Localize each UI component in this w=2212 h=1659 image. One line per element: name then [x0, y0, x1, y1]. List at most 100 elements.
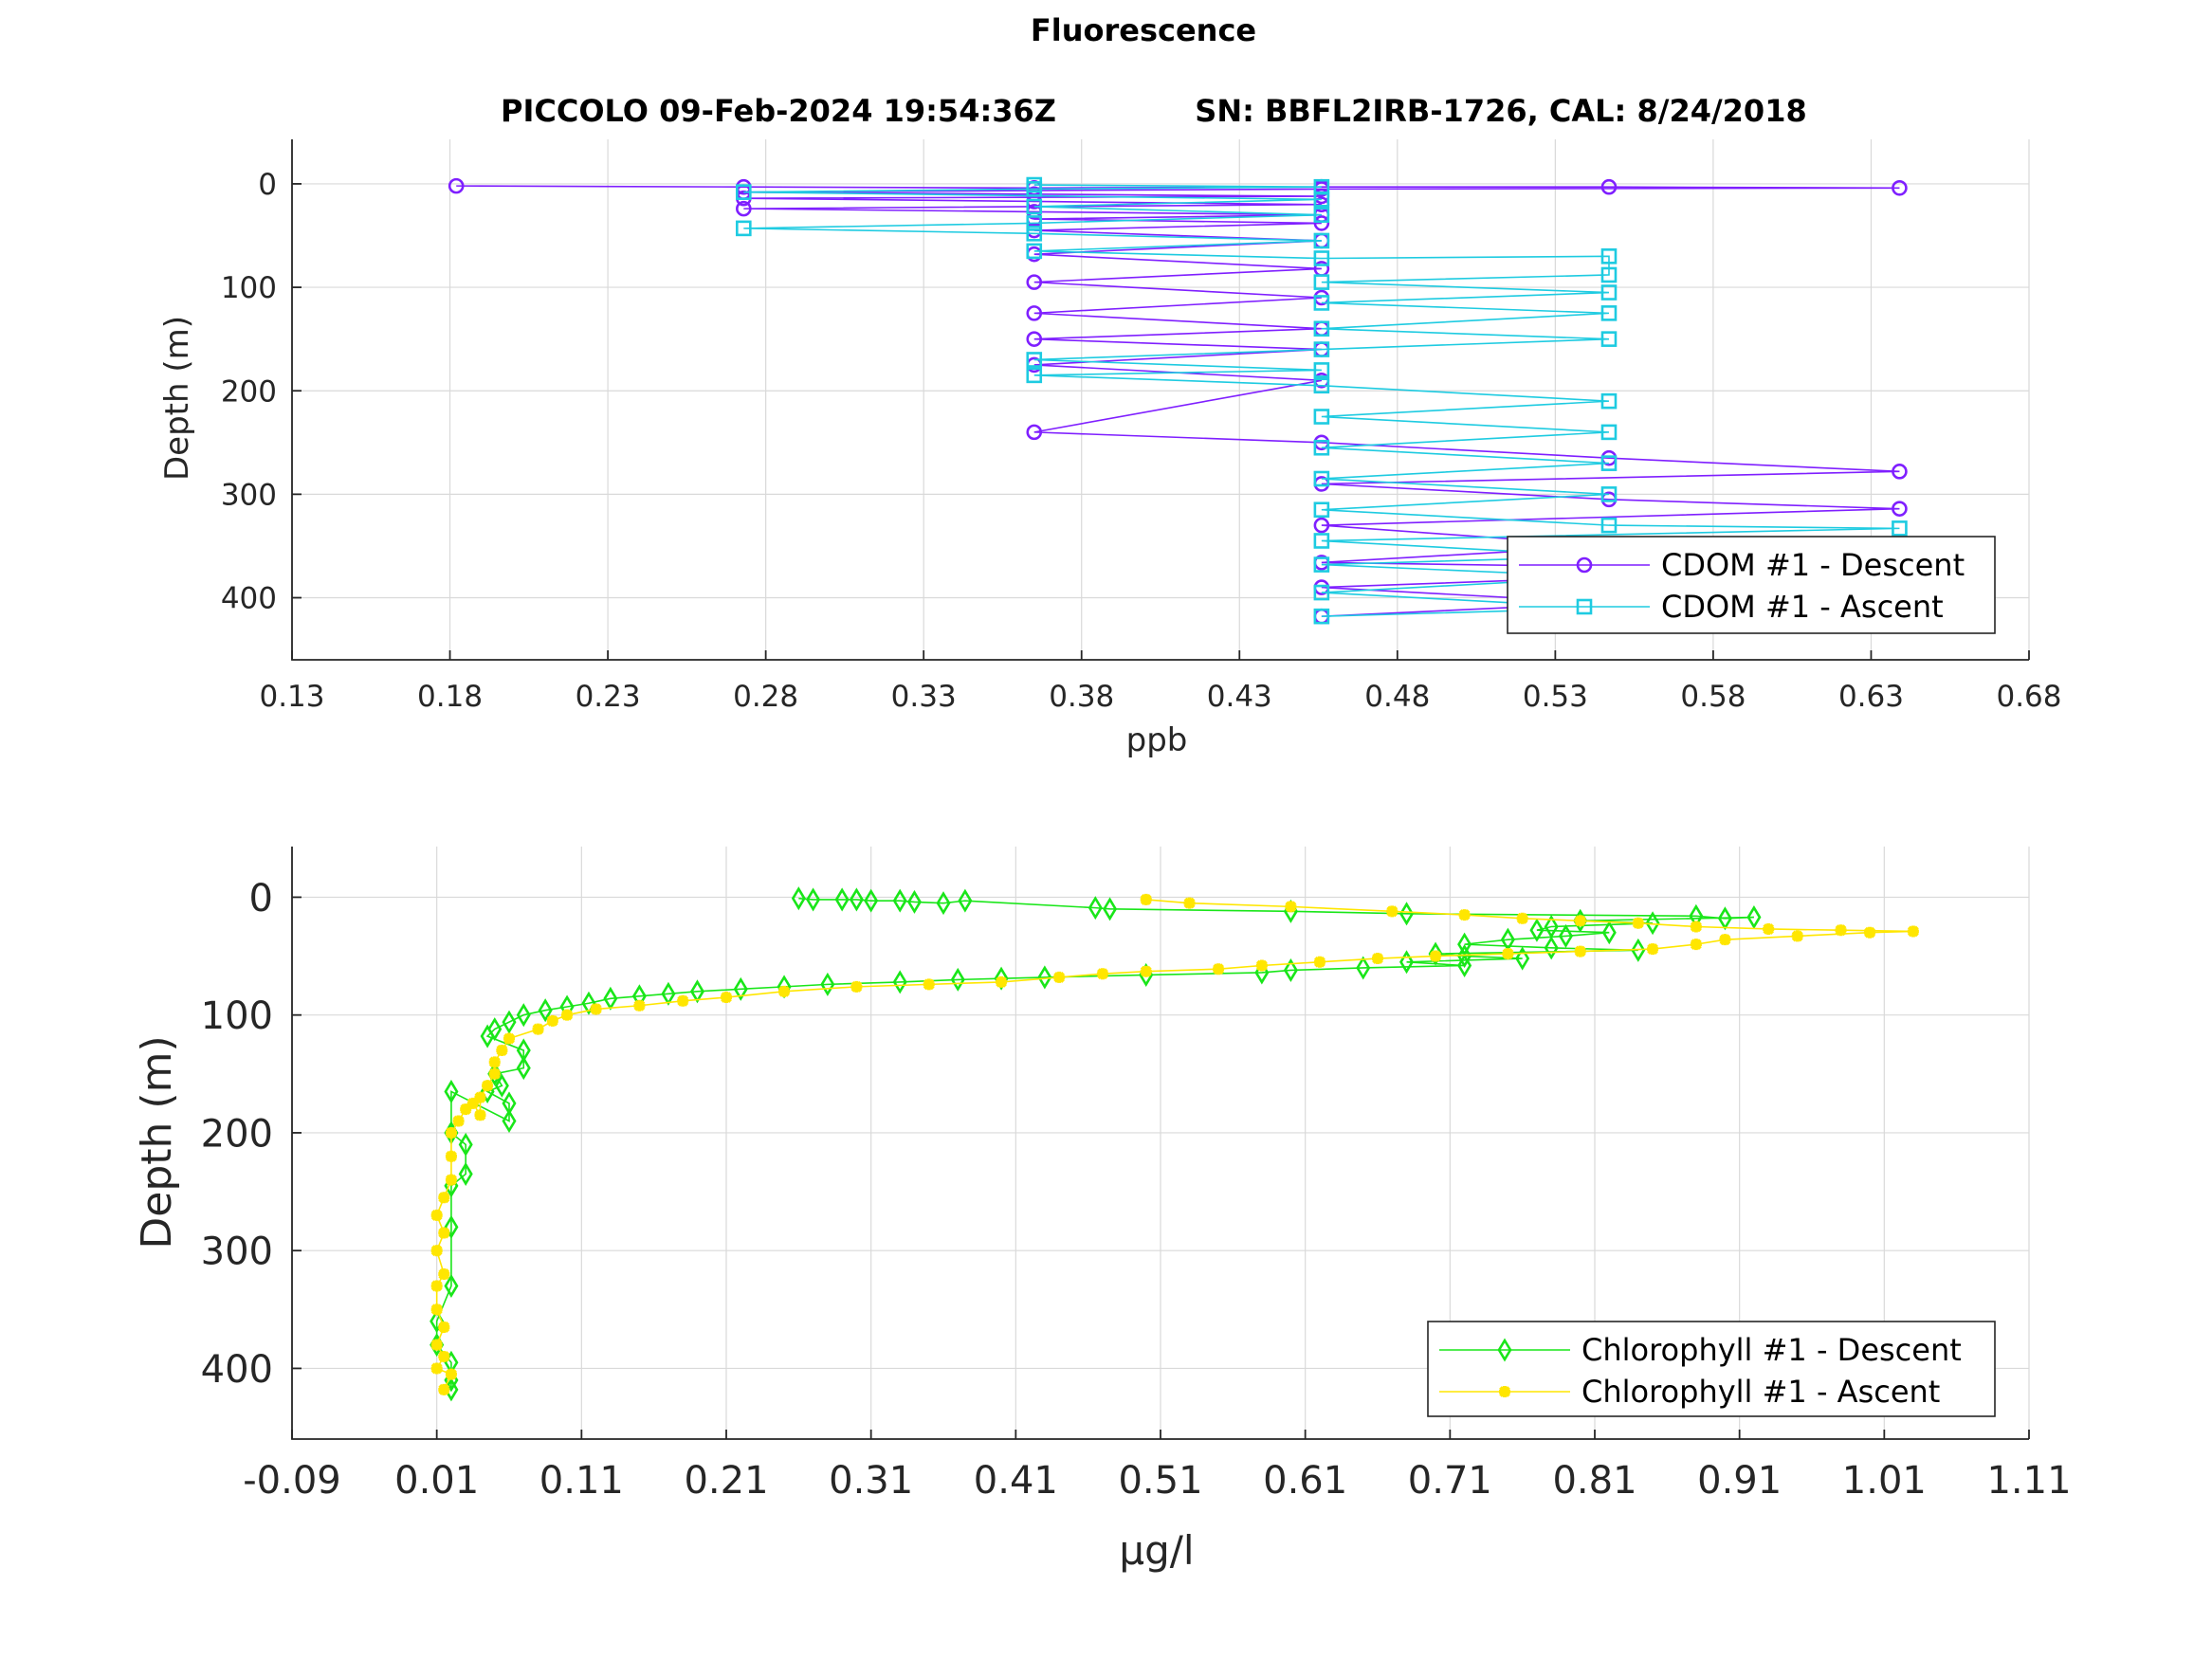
- chlorophyll-series-1-point: [438, 1227, 450, 1239]
- chlorophyll-series-0-point: [958, 888, 973, 913]
- cdom-series-0-point: [448, 177, 465, 194]
- chlorophyll-series-1-point: [460, 1103, 472, 1116]
- chlorophyll-series-1-point: [1690, 939, 1702, 951]
- cdom-series-1-point: [1313, 362, 1330, 378]
- cdom-series-0-point: [1892, 501, 1908, 517]
- chlorophyll-series-1-point: [438, 1351, 450, 1363]
- cdom-x-tick-label: 0.18: [417, 680, 483, 714]
- chlorophyll-series-1-point: [1719, 934, 1731, 946]
- chlorophyll-series-0-point: [892, 970, 907, 994]
- cdom-y-tick-label: 400: [221, 582, 277, 616]
- chlorophyll-series-1-point: [1690, 921, 1702, 933]
- cdom-series-1-point: [1313, 608, 1330, 625]
- chlorophyll-y-tick-label: 0: [249, 877, 273, 921]
- chlorophyll-series-1-point: [430, 1339, 443, 1351]
- chlorophyll-series-1-point: [1372, 953, 1383, 965]
- chlorophyll-series-1-point: [445, 1368, 457, 1380]
- chlorophyll-axes: [291, 847, 2029, 1440]
- chlorophyll-series-0-point: [791, 886, 806, 911]
- chlorophyll-series-0-point: [849, 887, 864, 912]
- chlorophyll-series-0-point: [444, 1079, 459, 1103]
- cdom-series-1-point: [1313, 439, 1330, 456]
- chlorophyll-series-1-point: [452, 1115, 465, 1127]
- chlorophyll-series-0-point: [1356, 956, 1371, 980]
- chlorophyll-series-1-point: [1516, 912, 1528, 924]
- cdom-panel: ppb Depth (m) 0.13 0.18 0.23 0.28 0.33 0.38 0.…: [158, 139, 2062, 759]
- chlorophyll-x-tick-label: 0.31: [829, 1459, 913, 1503]
- chlorophyll-series-1-point: [1864, 926, 1876, 939]
- cdom-x-tick-label: 0.58: [1680, 680, 1746, 714]
- chlorophyll-series-1-point: [996, 975, 1008, 988]
- cdom-series-1-point: [1600, 392, 1618, 410]
- cdom-series-1-point: [1313, 470, 1330, 487]
- cdom-x-tick-label: 0.13: [259, 680, 324, 714]
- chlorophyll-series-1-point: [488, 1056, 501, 1068]
- chlorophyll-series-1-point: [466, 1097, 479, 1109]
- cdom-y-tick-label: 200: [221, 374, 277, 409]
- chlorophyll-x-tick-label: 1.11: [1986, 1459, 2071, 1503]
- chlorophyll-series-1-point: [778, 985, 791, 997]
- chlorophyll-series-0-point: [1631, 938, 1646, 962]
- cdom-series-1-point: [1600, 284, 1618, 301]
- cdom-series-1-point: [1026, 243, 1043, 260]
- cdom-series-1-point: [1026, 367, 1043, 384]
- chlorophyll-series-0-point: [1558, 923, 1573, 948]
- chlorophyll-y-tick-label: 400: [201, 1348, 273, 1392]
- cdom-series-0-point: [1026, 331, 1043, 347]
- cdom-x-tick-label: 0.38: [1049, 680, 1114, 714]
- cdom-legend-box: [1507, 536, 1996, 634]
- chlorophyll-legend-label-1: Chlorophyll #1 - Ascent: [1581, 1374, 1940, 1410]
- chlorophyll-series-1-point: [1313, 956, 1325, 968]
- cdom-x-tick-label: 0.28: [733, 680, 798, 714]
- chlorophyll-legend-label-0: Chlorophyll #1 - Descent: [1581, 1332, 1962, 1368]
- cdom-series-1-point: [1026, 215, 1043, 231]
- chlorophyll-series-1-point: [1647, 943, 1659, 956]
- chlorophyll-x-tick-label: -0.09: [243, 1459, 341, 1503]
- chlorophyll-series-1-point: [445, 1150, 457, 1162]
- chlorophyll-x-tick-label: 0.71: [1408, 1459, 1492, 1503]
- figure-subtitle-left: PICCOLO 09-Feb-2024 19:54:36Z: [501, 93, 1056, 129]
- cdom-y-tick-label: 0: [258, 168, 277, 202]
- chlorophyll-series-1-point: [1140, 965, 1152, 977]
- chlorophyll-series-1-point: [488, 1067, 501, 1080]
- chlorophyll-y-axis-label: Depth (m): [133, 1035, 181, 1249]
- chlorophyll-series-1-point: [1285, 901, 1297, 913]
- cdom-series-1-point: [1313, 207, 1330, 223]
- chlorophyll-series-1-point: [677, 994, 689, 1007]
- chlorophyll-y-tick-label: 300: [201, 1231, 273, 1274]
- chlorophyll-series-1-point: [1791, 930, 1803, 942]
- cdom-series-0-point: [1600, 178, 1618, 195]
- cdom-axes: [291, 139, 2029, 661]
- chlorophyll-series-0-point: [581, 991, 596, 1015]
- chlorophyll-series-1-point: [496, 1044, 508, 1056]
- chlorophyll-series-0-point: [864, 888, 879, 913]
- chlorophyll-series-0-point: [502, 1010, 517, 1034]
- chlorophyll-x-tick-label: 0.81: [1552, 1459, 1636, 1503]
- cdom-series-1-point: [1313, 250, 1330, 266]
- cdom-series-1-point: [736, 220, 752, 237]
- chlorophyll-series-0-point: [502, 1108, 517, 1134]
- chlorophyll-series-1-point: [438, 1192, 450, 1204]
- chlorophyll-series-1-point: [1255, 959, 1268, 972]
- chlorophyll-series-0-point: [1037, 965, 1052, 990]
- cdom-series-0-point: [1892, 179, 1908, 196]
- cdom-series-1-point: [1600, 517, 1618, 534]
- chlorophyll-series-1-point: [430, 1280, 443, 1292]
- cdom-x-axis-label: ppb: [1126, 721, 1188, 759]
- chlorophyll-series-0-point: [516, 1056, 531, 1081]
- chlorophyll-series-1-point: [503, 1032, 515, 1045]
- cdom-series-1-point: [1026, 198, 1043, 215]
- chlorophyll-series-1-point: [1183, 897, 1196, 909]
- chlorophyll-x-tick-label: 0.51: [1118, 1459, 1202, 1503]
- chlorophyll-series-1-point: [1502, 948, 1514, 960]
- chlorophyll-series-1-point: [438, 1383, 450, 1395]
- chlorophyll-series-1-point: [1458, 909, 1471, 921]
- chlorophyll-series-1-point: [1386, 905, 1398, 918]
- chlorophyll-series-0-point: [950, 967, 965, 992]
- chlorophyll-series-0-point: [487, 1017, 503, 1042]
- chlorophyll-series-1-point: [1053, 971, 1066, 983]
- cdom-x-tick-label: 0.23: [576, 680, 641, 714]
- chlorophyll-series-0-point: [1457, 953, 1472, 978]
- chlorophyll-series-0-point: [1645, 911, 1660, 936]
- chlorophyll-series-1-point: [430, 1245, 443, 1257]
